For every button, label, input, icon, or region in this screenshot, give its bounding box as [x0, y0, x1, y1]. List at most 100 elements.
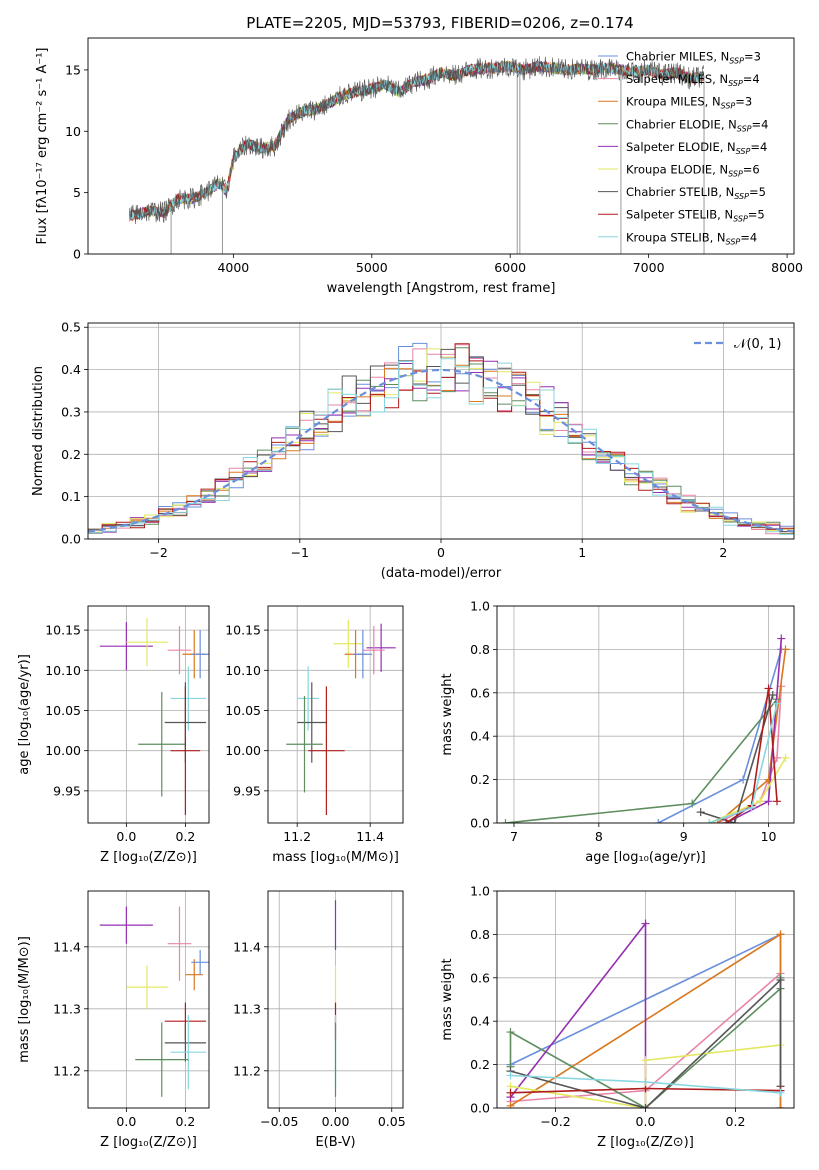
y-tick-label: 10.15 — [45, 623, 81, 638]
model-fit-line — [129, 60, 705, 222]
legend-label: Salpeter STELIB, NSSP=5 — [626, 208, 765, 224]
spectrum-lines — [129, 56, 705, 254]
weight-marker — [764, 775, 773, 784]
x-axis-label: Z [log₁₀(Z/Z⊙)] — [100, 850, 197, 865]
legend-label: 𝒩(0, 1) — [734, 337, 781, 352]
weight-marker — [506, 1088, 515, 1097]
y-tick-label: 10 — [65, 124, 81, 139]
x-tick-label: −0.05 — [260, 1114, 298, 1129]
y-tick-label: 10.00 — [225, 743, 261, 758]
y-tick-label: 5 — [73, 185, 81, 200]
plot-frame — [496, 605, 795, 824]
legend-label: Chabrier MILES, NSSP=3 — [626, 50, 761, 66]
x-tick-label: 0.2 — [726, 1114, 746, 1129]
y-tick-label: 1.0 — [470, 884, 490, 899]
y-axis-label: Flux [fλ10⁻¹⁷ erg cm⁻² s⁻¹ A⁻¹] — [35, 48, 50, 245]
panel-spectrum: 4000 5000 6000 7000 8000 0 5 10 15 wavelength [An… — [35, 37, 803, 296]
y-axis-label: mass weight — [440, 958, 455, 1040]
x-tick-label: −2 — [149, 545, 167, 560]
y-tick-label: 0.4 — [470, 1014, 490, 1029]
panel-age-vs-mass: 11.2 11.4 9.95 10.00 10.05 10.10 10.15 mass [lo… — [225, 605, 404, 865]
plot-frame — [87, 322, 795, 540]
plot-frame — [267, 605, 404, 824]
x-tick-label: 7000 — [633, 260, 665, 275]
weight-marker — [781, 753, 790, 762]
legend-label: Kroupa STELIB, NSSP=4 — [626, 230, 757, 246]
y-tick-label: 0.2 — [470, 772, 490, 787]
weight-marker — [641, 919, 650, 928]
weight-marker — [730, 819, 739, 823]
x-tick-label: 0.2 — [175, 829, 195, 844]
weight-marker — [768, 690, 777, 699]
y-tick-label: 10.05 — [225, 703, 261, 718]
y-tick-label: 0.0 — [61, 532, 81, 547]
x-tick-label: 0.2 — [175, 1114, 195, 1129]
legend-label: Chabrier ELODIE, NSSP=4 — [626, 117, 768, 133]
x-axis-label: Z [log₁₀(Z/Z⊙)] — [597, 1135, 694, 1150]
weight-line — [708, 703, 778, 823]
y-tick-label: 10.10 — [225, 663, 261, 678]
x-tick-label: 0.0 — [636, 1114, 656, 1129]
data-spectrum-line — [129, 56, 704, 225]
points — [286, 619, 396, 815]
weight-marker — [776, 1104, 785, 1108]
panel-residuals: −2 −1 0 1 2 0.0 0.1 0.2 0.3 0.4 0.5 (data-model)/er… — [31, 320, 795, 581]
y-tick-label: 0.6 — [470, 970, 490, 985]
y-tick-label: 0.6 — [470, 685, 490, 700]
y-tick-label: 0.8 — [470, 642, 490, 657]
x-tick-label: 11.4 — [356, 829, 384, 844]
y-tick-label: 0.0 — [470, 816, 490, 831]
y-tick-label: 10.15 — [225, 623, 261, 638]
weight-marker — [777, 634, 786, 643]
legend-label: Chabrier STELIB, NSSP=5 — [626, 185, 766, 201]
y-tick-label: 15 — [65, 62, 81, 77]
weight-marker — [705, 819, 714, 823]
x-tick-label: 1 — [578, 545, 586, 560]
panel-weight-vs-age: 7 8 9 10 0.0 0.2 0.4 0.6 0.8 1.0 age [log₁₀(age/yr… — [440, 599, 795, 865]
y-axis-label: Normed distribution — [31, 366, 46, 496]
weight-marker — [747, 803, 756, 812]
y-axis-label: mass [log₁₀(M/M⊙)] — [17, 936, 32, 1063]
y-tick-label: 0.8 — [470, 927, 490, 942]
x-tick-label: 2 — [719, 545, 727, 560]
plot-frame — [87, 890, 210, 1109]
histograms — [88, 342, 794, 539]
x-tick-label: 0 — [437, 545, 445, 560]
y-tick-label: 9.95 — [53, 783, 81, 798]
weight-marker — [506, 1028, 515, 1037]
x-tick-label: 10 — [761, 829, 777, 844]
x-tick-label: 0.0 — [116, 1114, 136, 1129]
y-tick-label: 0.2 — [61, 447, 81, 462]
weight-marker — [773, 699, 782, 708]
x-tick-label: 8 — [595, 829, 603, 844]
y-tick-label: 11.2 — [233, 1063, 261, 1078]
plot-frame — [87, 37, 795, 255]
legend: Chabrier MILES, NSSP=3 Salpeter MILES, NS… — [598, 50, 768, 246]
legend-label: Kroupa ELODIE, NSSP=6 — [626, 163, 760, 179]
y-tick-label: 10.05 — [45, 703, 81, 718]
legend-label: Salpeter MILES, NSSP=4 — [626, 72, 760, 88]
x-tick-label: 9 — [680, 829, 688, 844]
plot-frame — [87, 605, 210, 824]
model-fit-line — [129, 60, 705, 220]
points — [99, 618, 209, 815]
weight-marker — [688, 799, 697, 808]
x-tick-label: −1 — [291, 545, 309, 560]
figure-title: PLATE=2205, MJD=53793, FIBERID=0206, z=0… — [246, 14, 633, 32]
y-tick-label: 0.5 — [61, 320, 81, 335]
x-tick-label: 5000 — [356, 260, 388, 275]
weight-marker — [764, 797, 773, 806]
x-axis-label: E(B-V) — [315, 1135, 355, 1150]
y-tick-label: 9.95 — [233, 783, 261, 798]
y-tick-label: 10.00 — [45, 743, 81, 758]
y-tick-label: 11.3 — [233, 1001, 261, 1016]
y-tick-label: 1.0 — [470, 599, 490, 614]
x-tick-label: 11.2 — [283, 829, 311, 844]
weight-line — [505, 698, 778, 823]
weight-marker — [506, 1071, 515, 1080]
y-tick-label: 11.4 — [53, 939, 81, 954]
x-axis-label: mass [log₁₀(M/M⊙)] — [272, 850, 399, 865]
y-tick-label: 10.10 — [45, 663, 81, 678]
weight-marker — [722, 819, 731, 823]
